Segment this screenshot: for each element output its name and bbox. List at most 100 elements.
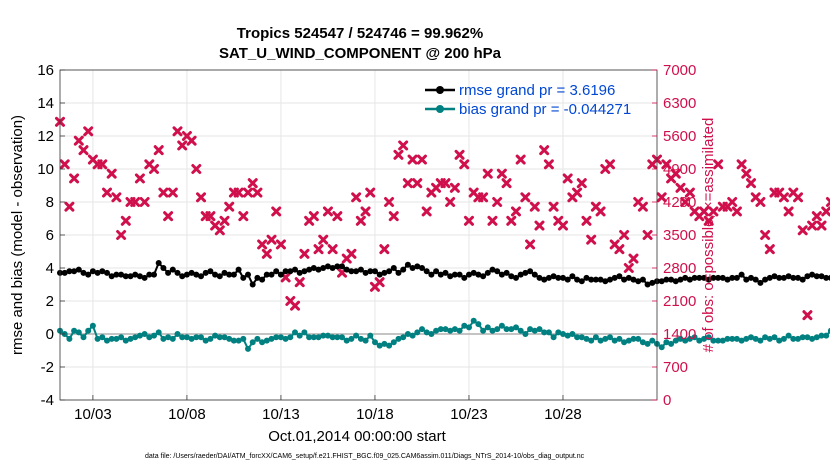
rmse-point <box>785 273 792 280</box>
obs-point <box>614 244 625 255</box>
left-tick-label: 16 <box>37 62 54 79</box>
bias-point <box>719 337 726 344</box>
bias-point <box>795 335 801 342</box>
obs-point <box>510 206 521 217</box>
right-tick-label: 2100 <box>663 293 696 310</box>
obs-point <box>520 192 531 203</box>
obs-point <box>191 164 202 174</box>
rmse-point <box>823 274 830 281</box>
rmse-point <box>691 274 698 281</box>
obs-point <box>205 211 216 222</box>
bias-point <box>329 334 336 341</box>
right-tick-label: 1400 <box>663 326 696 343</box>
bias-point <box>193 334 200 341</box>
obs-point <box>576 178 587 189</box>
rmse-point <box>827 275 830 281</box>
bias-point <box>818 332 825 339</box>
bias-point <box>790 335 797 342</box>
bias-point <box>489 327 496 334</box>
obs-point <box>755 197 766 207</box>
obs-point <box>149 164 160 174</box>
bias-point <box>677 335 684 342</box>
obs-point <box>299 248 310 259</box>
rmse-point <box>273 268 280 275</box>
bias-point <box>169 335 176 342</box>
rmse-point <box>419 265 425 271</box>
rmse-point <box>649 279 656 286</box>
rmse-point <box>588 276 595 283</box>
obs-point <box>684 187 695 198</box>
rmse-point <box>71 268 78 275</box>
obs-point <box>271 206 282 217</box>
bias-point <box>691 334 698 341</box>
rmse-point <box>423 268 430 275</box>
bias-point <box>423 329 430 336</box>
obs-point <box>741 168 752 179</box>
obs-point <box>416 154 427 165</box>
rmse-point <box>621 276 628 283</box>
rmse-point <box>409 265 416 271</box>
rmse-point <box>118 271 125 278</box>
rmse-point <box>306 266 313 273</box>
bias-point <box>306 334 313 341</box>
rmse-point <box>282 268 289 275</box>
rmse-point <box>583 274 590 281</box>
obs-point <box>454 149 465 160</box>
bias-point <box>155 329 162 336</box>
obs-point <box>374 277 385 288</box>
rmse-point <box>602 278 609 285</box>
rmse-point <box>169 266 176 273</box>
bias-point <box>705 334 712 341</box>
obs-point <box>163 211 174 222</box>
obs-point <box>59 159 70 170</box>
obs-point <box>548 201 559 212</box>
obs-series <box>55 116 830 321</box>
bias-point <box>343 337 350 344</box>
rmse-point <box>611 274 618 281</box>
bias-point <box>461 322 468 329</box>
rmse-point <box>710 274 717 281</box>
bias-point <box>113 335 120 342</box>
obs-point <box>539 145 550 156</box>
rmse-point <box>541 276 548 283</box>
x-tick-label: 10/03 <box>74 406 112 423</box>
rmse-point <box>625 274 632 281</box>
rmse-point <box>132 271 139 278</box>
rmse-point <box>795 274 801 281</box>
left-tick-label: -4 <box>41 392 54 409</box>
rmse-point <box>75 266 82 273</box>
bias-point <box>268 335 275 342</box>
obs-point <box>731 206 742 217</box>
rmse-point <box>334 263 341 270</box>
bias-point <box>273 334 280 341</box>
obs-point <box>346 248 357 259</box>
bias-point <box>616 335 623 342</box>
obs-point <box>116 230 127 240</box>
bias-point <box>132 334 139 341</box>
legend-marker-bias <box>436 105 444 113</box>
rmse-point <box>696 274 703 281</box>
legend: rmse grand pr = 3.6196 bias grand pr = -… <box>425 82 631 118</box>
rmse-point <box>560 274 566 281</box>
obs-point <box>196 192 207 203</box>
bias-point <box>85 327 92 334</box>
bias-point <box>710 337 717 344</box>
bias-point <box>541 329 548 336</box>
obs-point <box>214 225 225 236</box>
x-axis-label: Oct.01,2014 00:00:00 start <box>268 428 446 445</box>
rmse-point <box>635 278 642 285</box>
rmse-point <box>536 274 543 281</box>
obs-point <box>69 173 80 184</box>
obs-point <box>266 234 277 245</box>
bias-point <box>517 327 524 334</box>
rmse-point <box>400 266 407 273</box>
bias-point <box>146 334 153 341</box>
right-axis-label: # of obs: o=possible; ×=assimilated <box>700 118 717 353</box>
rmse-point <box>447 273 454 280</box>
bias-point <box>136 332 143 339</box>
bias-point <box>428 331 435 337</box>
obs-point <box>623 263 634 273</box>
obs-point <box>64 201 75 212</box>
obs-point <box>825 197 830 207</box>
obs-point <box>675 182 686 193</box>
